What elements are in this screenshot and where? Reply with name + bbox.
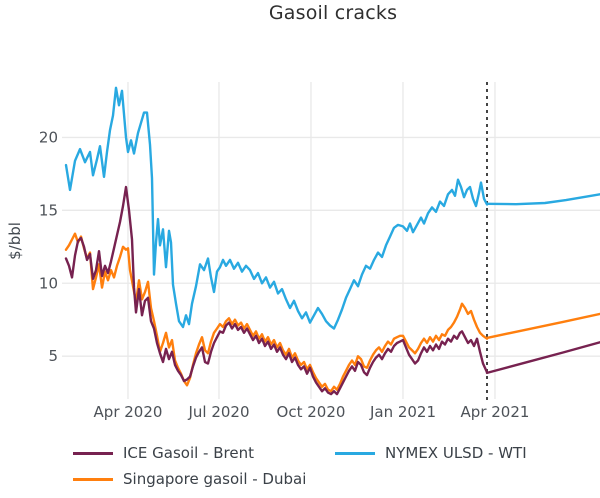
series-line-ice-gasoil-brent [64, 185, 489, 396]
legend-line-swatch [335, 451, 375, 455]
series-line-nymex-ulsd-wti [64, 86, 489, 330]
legend-item-ice-gasoil-brent[interactable]: ICE Gasoil - Brent [73, 444, 325, 462]
y-tick-label: 20 [39, 128, 58, 146]
legend-item-nymex-ulsd-wti[interactable]: NYMEX ULSD - WTI [335, 444, 573, 462]
plot-area: 5 10 15 20 Apr 2020 Jul 2020 Oct 2020 Jan 2021 A… [39, 82, 600, 421]
series-line-singapore-gasoil-dubai-forecast [485, 312, 600, 340]
series-line-nymex-ulsd-wti-forecast [485, 193, 600, 206]
series-line-ice-gasoil-brent-forecast [485, 341, 600, 375]
legend-line-swatch [73, 477, 113, 481]
y-tick-label: 10 [39, 274, 58, 292]
legend-line-swatch [73, 451, 113, 455]
y-tick-label: 5 [48, 347, 58, 365]
x-tick-label: Apr 2020 [94, 403, 163, 421]
series-line-singapore-gasoil-dubai [64, 232, 489, 393]
legend-label: ICE Gasoil - Brent [123, 444, 254, 462]
y-tick-label: 15 [39, 201, 58, 219]
legend-item-singapore-gasoil-dubai[interactable]: Singapore gasoil - Dubai [73, 470, 325, 488]
x-tick-label: Apr 2021 [461, 403, 530, 421]
legend-label: Singapore gasoil - Dubai [123, 470, 307, 488]
legend-label: NYMEX ULSD - WTI [385, 444, 527, 462]
chart-title: Gasoil cracks [268, 2, 398, 24]
x-tick-label: Oct 2020 [277, 403, 346, 421]
legend: ICE Gasoil - Brent NYMEX ULSD - WTI Singap… [73, 444, 573, 488]
x-tick-label: Jul 2020 [187, 403, 249, 421]
x-tick-label: Jan 2021 [369, 403, 436, 421]
